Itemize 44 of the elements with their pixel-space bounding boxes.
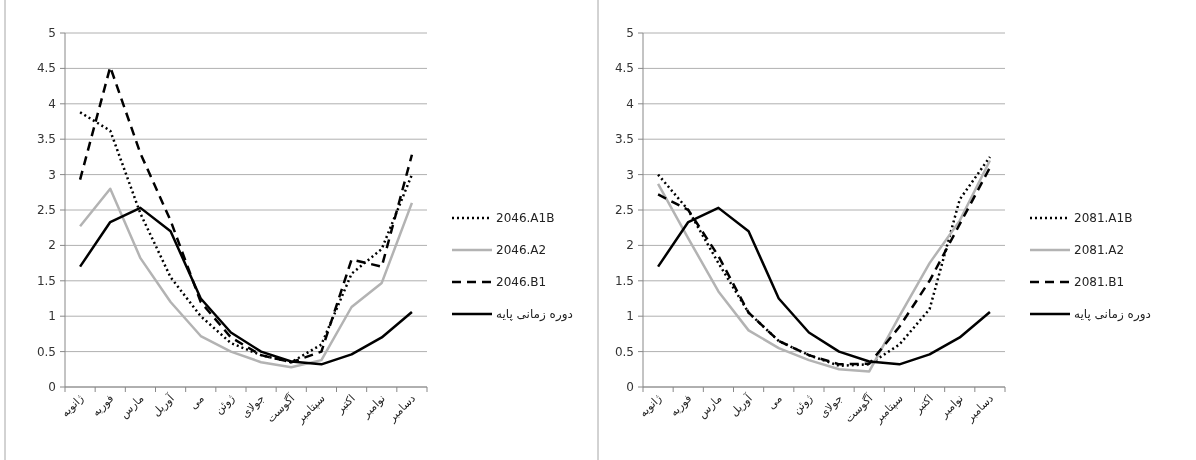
y-tick-label: 1.5 bbox=[36, 273, 56, 288]
y-tick-label: 0 bbox=[626, 380, 634, 394]
y-tick-label: 1 bbox=[48, 309, 56, 324]
x-tick-label: می bbox=[187, 391, 207, 412]
y-tick-label: 5 bbox=[626, 26, 634, 40]
x-tick-label: فوریه bbox=[89, 391, 117, 419]
y-tick-label: 1.5 bbox=[614, 273, 634, 288]
legend-label: 2046.B1 bbox=[496, 275, 547, 289]
y-tick-label: 5 bbox=[48, 26, 56, 40]
y-tick-label: 2.5 bbox=[36, 203, 56, 217]
legend-label: 2081.B1 bbox=[1074, 275, 1125, 289]
legend-label: 2046.A1B bbox=[496, 211, 555, 225]
x-tick-label: مارس bbox=[117, 391, 147, 421]
x-tick-label: فوریه bbox=[667, 391, 695, 419]
x-tick-label: ژوئن bbox=[212, 391, 238, 417]
legend-label: دوره زمانی پایه bbox=[1074, 307, 1151, 322]
legend-label: 2046.A2 bbox=[496, 243, 547, 257]
y-tick-label: 0.5 bbox=[614, 344, 634, 359]
x-tick-label: اکتبر bbox=[332, 391, 358, 417]
y-tick-label: 0.5 bbox=[36, 344, 56, 359]
y-tick-label: 1 bbox=[626, 309, 634, 324]
y-tick-label: 4 bbox=[48, 96, 56, 111]
y-tick-label: 3 bbox=[48, 167, 56, 182]
y-tick-label: 0 bbox=[48, 380, 56, 394]
legend-label: 2081.A2 bbox=[1074, 243, 1125, 257]
legend-label: 2081.A1B bbox=[1074, 211, 1133, 225]
y-tick-label: 3.5 bbox=[36, 132, 56, 147]
x-tick-label: ژوئن bbox=[790, 391, 816, 417]
x-tick-label: ژانویه bbox=[58, 391, 87, 420]
y-tick-label: 3.5 bbox=[614, 132, 634, 147]
y-tick-label: 4.5 bbox=[36, 61, 56, 76]
y-tick-label: 2.5 bbox=[614, 203, 634, 217]
y-tick-label: 2 bbox=[626, 238, 634, 253]
legend-label: دوره زمانی پایه bbox=[496, 307, 573, 322]
x-tick-label: ژانویه bbox=[636, 391, 665, 420]
x-tick-label: مارس bbox=[695, 391, 725, 421]
y-tick-label: 4.5 bbox=[614, 61, 634, 76]
x-tick-label: آوریل bbox=[149, 390, 178, 419]
y-tick-label: 3 bbox=[626, 167, 634, 182]
x-tick-label: می bbox=[765, 391, 785, 412]
x-tick-label: آوریل bbox=[727, 390, 756, 419]
x-tick-label: اکتبر bbox=[910, 391, 936, 417]
y-tick-label: 2 bbox=[48, 238, 56, 253]
y-tick-label: 4 bbox=[626, 96, 634, 111]
